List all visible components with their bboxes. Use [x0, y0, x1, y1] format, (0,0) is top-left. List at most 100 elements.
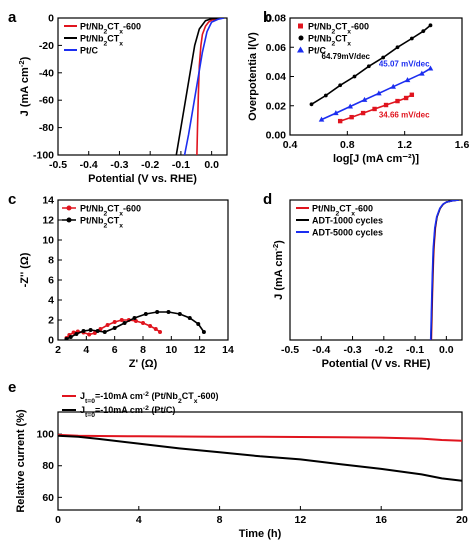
legend-entry: Pt/Nb2CTx — [80, 34, 123, 48]
data-point — [372, 106, 377, 112]
legend-entry: Pt/Nb2CTx-600 — [80, 22, 141, 36]
data-point — [318, 116, 325, 122]
data-point — [112, 320, 117, 324]
data-point — [383, 102, 389, 108]
x-tick-label: -0.5 — [49, 159, 67, 171]
x-tick-label: -0.5 — [281, 344, 299, 356]
series-line — [196, 18, 224, 155]
panel-label: a — [8, 9, 17, 26]
x-tick-label: 8 — [140, 344, 146, 356]
x-tick-label: 16 — [375, 514, 387, 526]
series-line — [175, 18, 224, 155]
x-tick-label: 6 — [112, 344, 118, 356]
x-tick-label: 10 — [165, 344, 177, 356]
y-tick-label: 80 — [42, 460, 54, 472]
data-point — [98, 327, 103, 331]
data-point — [132, 316, 137, 320]
series-line — [66, 311, 205, 340]
data-point — [112, 326, 117, 330]
x-axis-label: Potential (V vs. RHE) — [322, 358, 431, 370]
data-point — [143, 312, 148, 316]
data-point — [64, 337, 69, 340]
y-tick-label: 0 — [48, 13, 54, 25]
x-tick-label: 0.0 — [204, 159, 219, 171]
data-point — [366, 64, 371, 69]
legend-entry: Pt/C — [80, 46, 99, 56]
data-point — [409, 92, 415, 97]
data-point — [87, 332, 92, 337]
data-point — [133, 319, 138, 323]
legend-entry: ADT-5000 cycles — [312, 228, 383, 238]
data-point — [196, 322, 201, 326]
y-tick-label: 0.02 — [266, 100, 287, 112]
y-tick-label: 12 — [42, 215, 54, 227]
data-point — [347, 103, 353, 109]
data-point — [419, 70, 425, 76]
x-tick-label: -0.2 — [375, 344, 393, 356]
x-tick-label: 0.4 — [283, 139, 298, 151]
series-group — [429, 200, 459, 340]
x-tick-label: 8 — [217, 514, 223, 526]
data-point — [158, 330, 162, 334]
data-point — [360, 110, 366, 116]
y-tick-label: 0 — [48, 335, 54, 347]
data-point — [309, 102, 314, 107]
x-tick-label: -0.1 — [172, 159, 190, 171]
slope-annotation: 45.07 mV/dec — [379, 59, 430, 68]
data-point — [404, 77, 411, 83]
legend-entry: Pt/C — [308, 46, 327, 56]
x-tick-label: 4 — [136, 514, 142, 526]
x-tick-label: -0.1 — [406, 344, 424, 356]
panel-label: b — [263, 9, 272, 26]
series-line — [311, 24, 432, 105]
y-tick-label: 8 — [48, 255, 54, 267]
legend-entry: Pt/Nb2CTx — [80, 216, 123, 230]
legend-entry: Pt/Nb2CTx-600 — [312, 204, 373, 218]
panel-label: d — [263, 191, 272, 208]
data-point — [361, 96, 368, 102]
data-point — [333, 110, 339, 116]
y-tick-label: -40 — [39, 67, 54, 79]
data-point — [381, 55, 386, 60]
x-tick-label: -0.2 — [141, 159, 159, 171]
x-tick-label: 2 — [55, 344, 61, 356]
y-tick-label: -60 — [39, 95, 54, 107]
y-tick-label: 4 — [48, 295, 54, 307]
data-point — [376, 90, 382, 96]
x-tick-label: 0.0 — [439, 344, 454, 356]
y-tick-label: -100 — [33, 150, 54, 162]
slope-annotation: 34.66 mV/dec — [379, 110, 430, 119]
data-point — [177, 312, 182, 316]
series-line — [183, 18, 225, 155]
y-tick-label: 14 — [42, 195, 54, 207]
data-point — [153, 327, 158, 331]
x-tick-label: -0.4 — [312, 344, 330, 356]
legend-marker — [297, 46, 304, 53]
data-point — [141, 321, 145, 325]
data-point — [88, 328, 93, 332]
legend-marker — [298, 35, 304, 41]
plot-frame — [289, 199, 463, 341]
legend-entry: Pt/Nb2CTx-600 — [80, 204, 141, 218]
x-axis-label: Potential (V vs. RHE) — [88, 173, 197, 185]
y-tick-label: 0.00 — [266, 130, 287, 142]
data-point — [102, 330, 107, 334]
data-point — [119, 318, 124, 322]
x-tick-label: 0.8 — [340, 139, 355, 151]
slope-annotation: 64.79mV/dec — [322, 52, 371, 61]
data-point — [338, 83, 343, 88]
data-point — [74, 332, 79, 336]
x-tick-label: 1.6 — [455, 139, 470, 151]
legend-entry: Jt=0=-10mA cm-2 (Pt/Nb2CTx-600) — [80, 391, 218, 405]
chart-panel-b: b 0.4 0.8 1.2 1.6 0.00 0.02 0.04 0.06 0.08 log[J (… — [247, 9, 469, 165]
panel-label: e — [8, 379, 16, 396]
y-axis-label: J (mA cm-2) — [271, 240, 286, 300]
data-point — [155, 310, 160, 314]
data-point — [395, 45, 400, 50]
y-tick-label: 10 — [42, 235, 54, 247]
plot-frame — [57, 411, 463, 511]
y-tick-label: 0.06 — [266, 42, 287, 54]
